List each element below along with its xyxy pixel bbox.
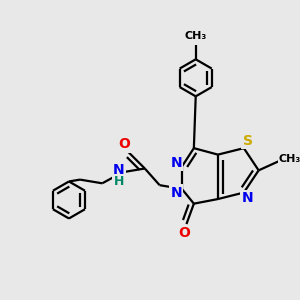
Text: CH₃: CH₃ [279,154,300,164]
Text: CH₃: CH₃ [184,31,207,41]
Text: N: N [113,164,125,177]
Text: S: S [242,134,253,148]
Text: O: O [118,137,130,152]
Text: N: N [242,191,253,205]
Text: N: N [170,156,182,170]
Text: H: H [114,175,124,188]
Text: N: N [170,186,182,200]
Text: O: O [179,226,190,240]
